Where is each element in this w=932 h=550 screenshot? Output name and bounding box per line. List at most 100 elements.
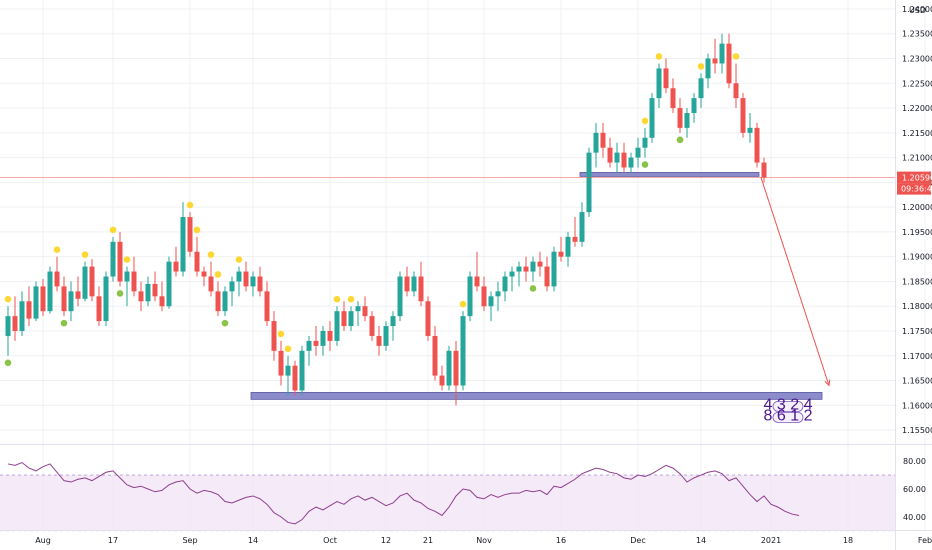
time-tick-label: 12	[381, 536, 391, 545]
candle-body	[362, 306, 368, 317]
sell-signal-dot	[732, 53, 740, 60]
candle-body	[369, 316, 375, 336]
sell-signal-dot	[193, 226, 201, 234]
sell-signal-dot	[641, 117, 649, 125]
candle-body	[271, 321, 277, 351]
candle-body	[411, 276, 417, 292]
candle-body	[502, 276, 508, 292]
signals	[4, 53, 740, 367]
price-tick-label: 1.22000	[902, 104, 932, 113]
candle-body	[68, 291, 74, 312]
candle-body	[117, 241, 123, 282]
sell-signal-dot	[235, 256, 243, 263]
currency-label: USD	[909, 6, 926, 15]
price-tick-label: 1.15500	[902, 426, 932, 435]
candle-body	[467, 276, 473, 317]
candle-body	[348, 311, 354, 327]
candle-body	[635, 147, 641, 158]
symbol-tag-text: 8 6 1 2	[764, 407, 813, 424]
candle-body	[89, 266, 95, 297]
candle-body	[418, 276, 424, 302]
candle-body	[341, 311, 347, 327]
candle-body	[75, 291, 81, 299]
candle-body	[215, 291, 221, 312]
candle-body	[222, 291, 228, 312]
candle-body	[355, 306, 361, 312]
projection-line[interactable]	[760, 177, 830, 386]
candle-body	[208, 276, 214, 292]
sell-signal-dot	[697, 63, 705, 70]
projection-arrow	[760, 177, 831, 387]
candle-body	[474, 276, 480, 287]
buy-signal-dot	[60, 319, 68, 327]
candle-body	[572, 236, 578, 242]
sell-signal-dot	[53, 246, 61, 253]
price-tick-label: 1.17500	[902, 327, 932, 336]
price-tick-label: 1.19000	[902, 253, 932, 262]
sell-signal-dot	[333, 295, 341, 303]
zones	[250, 172, 823, 400]
time-tick-label: 18	[843, 536, 853, 545]
buy-signal-dot	[529, 285, 537, 292]
candle-body	[26, 301, 32, 319]
candle-body	[327, 331, 333, 341]
rsi-tick-label: 60.00	[903, 485, 926, 494]
price-tick-label: 1.21000	[902, 154, 932, 163]
candle-body	[593, 132, 599, 153]
price-tick-label: 1.16500	[902, 377, 932, 386]
candle-body	[243, 271, 249, 287]
resistance-zone[interactable]	[579, 172, 760, 177]
price-axis: 1.24000 1.23500 1.23000 1.22500 1.22000 1.215…	[902, 5, 932, 435]
rsi-tick-label: 80.00	[903, 457, 926, 466]
candle-body	[649, 98, 655, 138]
sell-signal-dot	[123, 256, 131, 263]
time-tick-label: Feb	[918, 536, 932, 545]
candle-body	[628, 157, 634, 168]
time-tick-label: Aug	[35, 536, 51, 545]
sell-signal-dot	[186, 201, 194, 209]
candle-body	[250, 276, 256, 287]
candle-body	[257, 276, 263, 292]
candle-body	[656, 68, 662, 99]
candle-body	[684, 113, 690, 128]
candle-body	[740, 98, 746, 133]
time-tick-label: 16	[556, 536, 566, 545]
candle-body	[12, 316, 18, 331]
candle-body	[47, 271, 53, 312]
rsi-band	[0, 475, 895, 531]
candles	[5, 33, 767, 406]
candle-body	[201, 271, 207, 277]
candle-body	[383, 326, 389, 346]
price-tick-label: 1.19500	[902, 228, 932, 237]
candle-body	[173, 261, 179, 272]
candle-body	[138, 291, 144, 302]
candle-body	[278, 350, 284, 376]
candle-body	[446, 350, 452, 386]
candle-body	[621, 152, 627, 168]
price-tick-label: 1.18500	[902, 277, 932, 286]
support-zone[interactable]	[250, 392, 823, 400]
candle-body	[313, 340, 319, 346]
candle-body	[579, 212, 585, 242]
sell-signal-dot	[4, 295, 12, 303]
candle-body	[320, 331, 326, 346]
sell-signal-dot	[81, 251, 89, 258]
last-price-label: 1.20596	[902, 174, 932, 183]
candle-body	[166, 261, 172, 307]
candle-body	[558, 251, 564, 257]
price-tick-label: 1.20000	[902, 203, 932, 212]
candle-body	[264, 291, 270, 322]
price-tick-label: 1.21500	[902, 129, 932, 138]
candle-body	[432, 335, 438, 376]
time-tick-label: 2021	[761, 536, 781, 545]
candle-body	[103, 276, 109, 322]
sell-signal-dot	[284, 345, 292, 353]
projection-arrowhead	[824, 379, 831, 387]
candle-body	[754, 127, 760, 163]
candle-body	[82, 266, 88, 299]
candle-body	[145, 283, 151, 302]
candle-body	[152, 283, 158, 297]
sell-signal-dot	[459, 300, 467, 308]
candle-body	[712, 58, 718, 64]
